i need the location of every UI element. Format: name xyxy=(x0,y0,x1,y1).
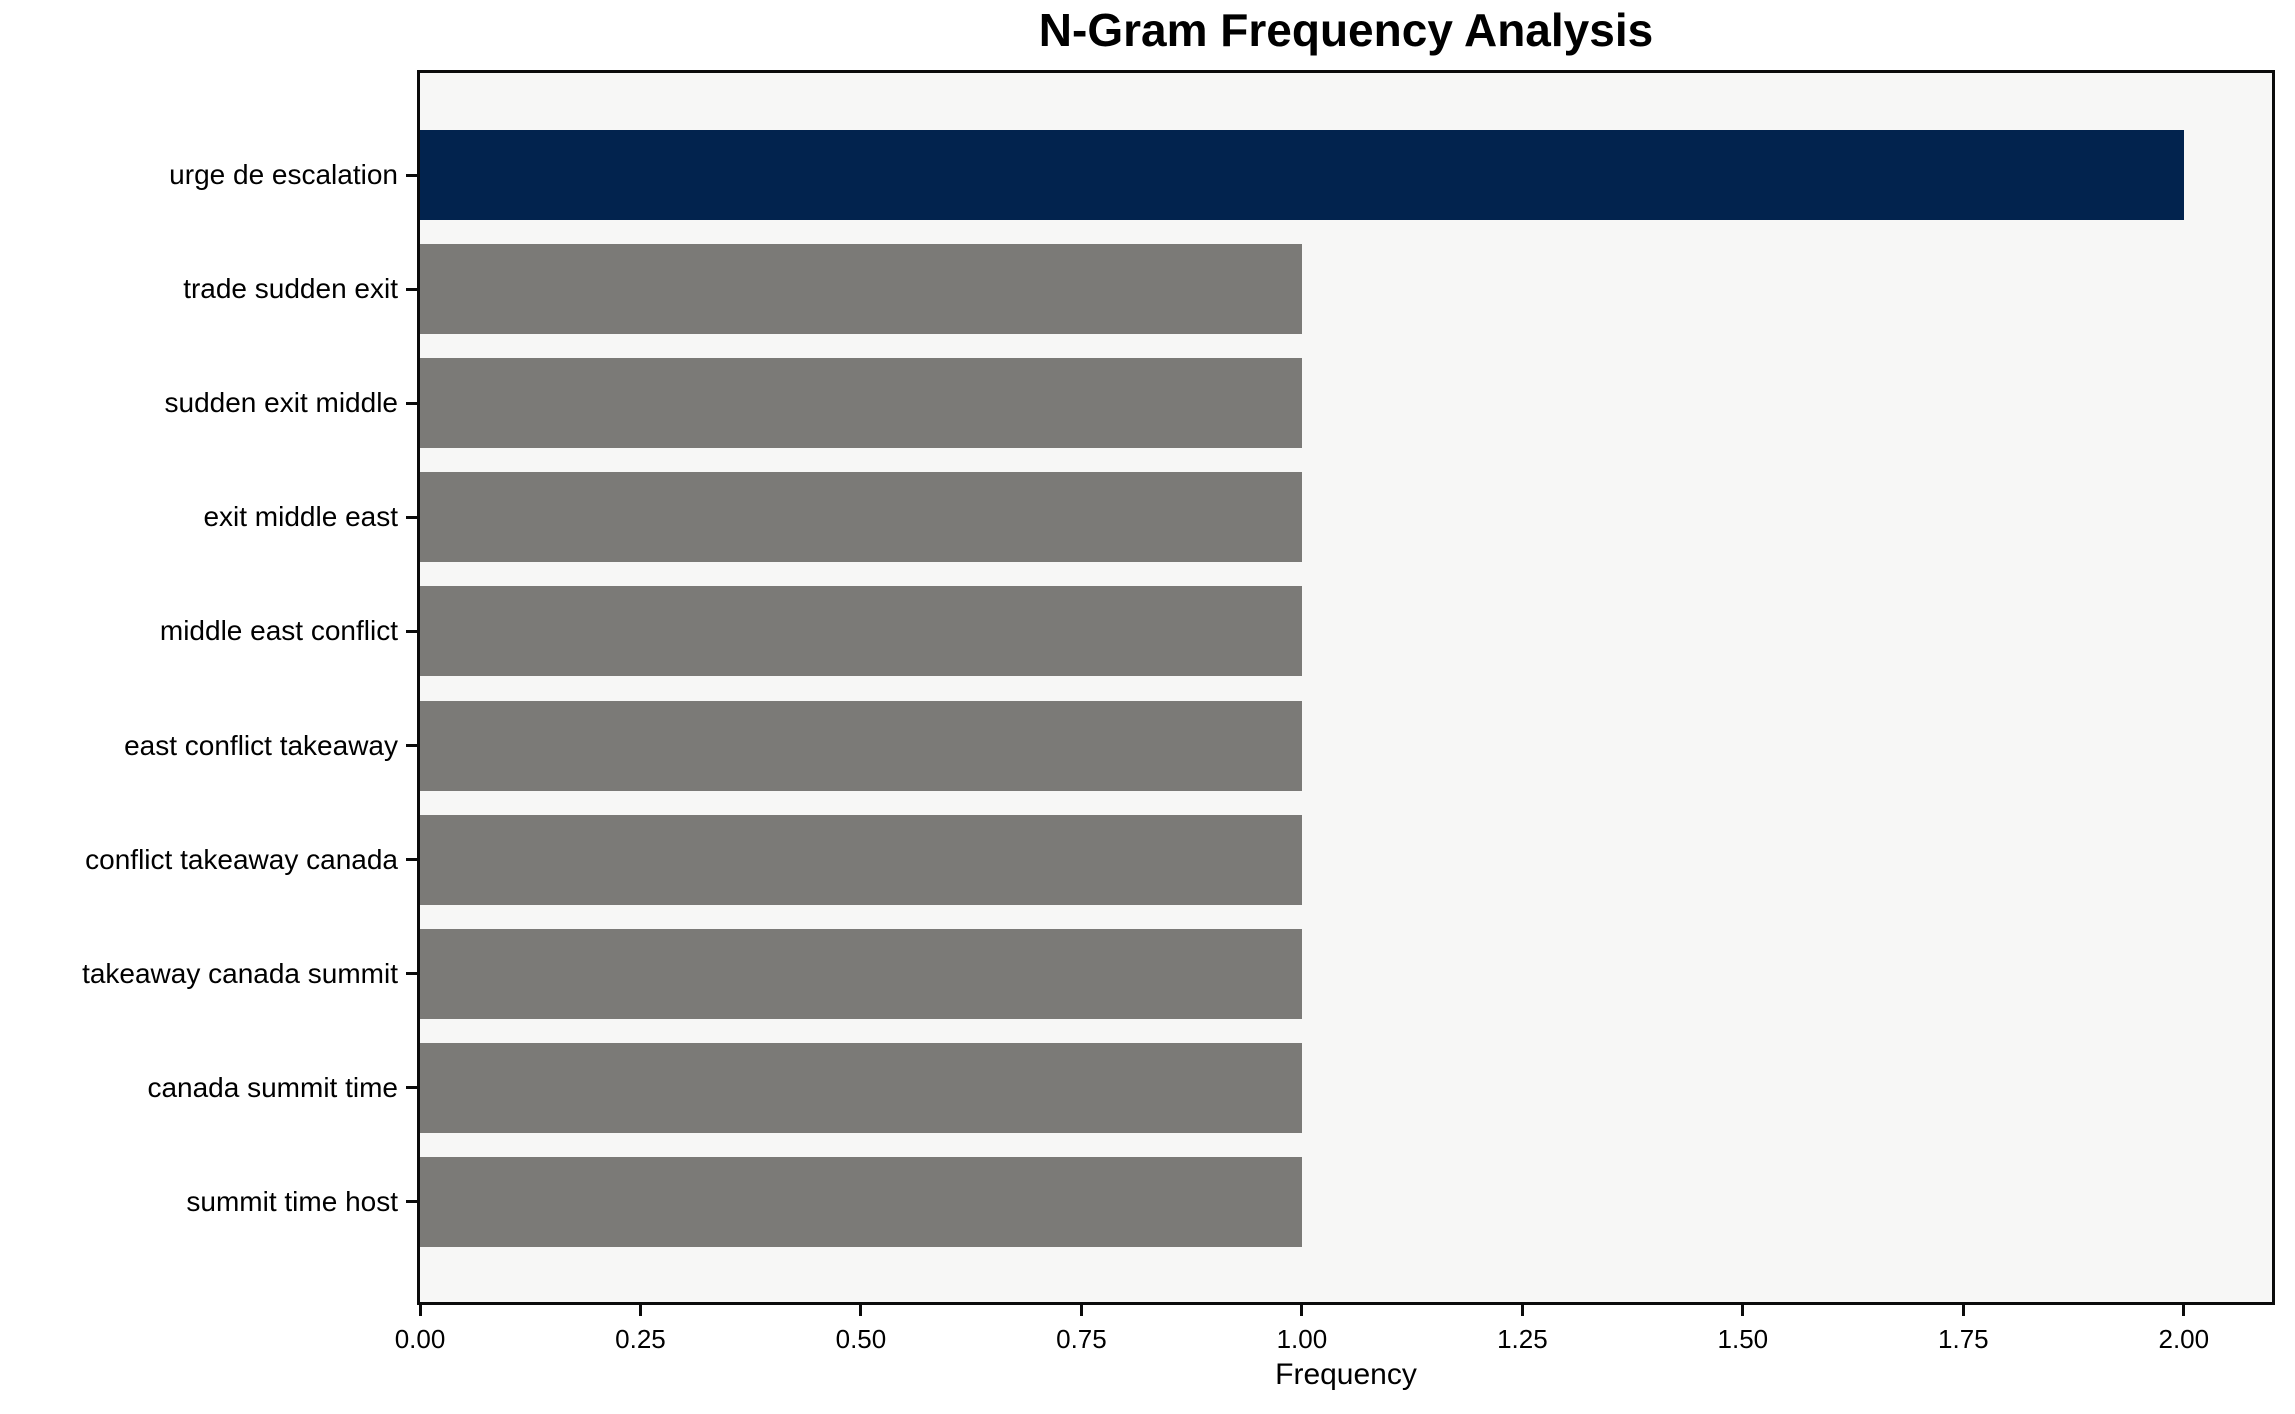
x-tick-label: 1.25 xyxy=(1497,1324,1548,1354)
bar-exit-middle-east xyxy=(420,472,1302,563)
y-tick-label: middle east conflict xyxy=(159,615,398,647)
x-tick-label: 0.75 xyxy=(1056,1324,1107,1354)
y-tick-mark xyxy=(406,173,417,177)
y-tick-label: exit middle east xyxy=(203,501,398,533)
x-tick-mark xyxy=(859,1305,863,1316)
x-tick-mark xyxy=(1961,1305,1965,1316)
y-tick-label: takeaway canada summit xyxy=(82,957,398,989)
bar-summit-time-host xyxy=(420,1156,1302,1247)
bar-sudden-exit-middle xyxy=(420,358,1302,449)
y-tick-label: conflict takeaway canada xyxy=(85,843,398,875)
y-tick-mark xyxy=(406,972,417,976)
chart-title: N-Gram Frequency Analysis xyxy=(1038,4,1654,56)
y-tick-label: canada summit time xyxy=(147,1071,398,1103)
bar-east-conflict-takeaway xyxy=(420,700,1302,791)
bar-middle-east-conflict xyxy=(420,586,1302,677)
x-tick-mark xyxy=(1741,1305,1745,1316)
x-tick-mark xyxy=(1079,1305,1083,1316)
x-tick-label: 1.50 xyxy=(1717,1324,1769,1354)
x-tick-label: 0.00 xyxy=(394,1324,446,1354)
x-axis-label: Frequency xyxy=(1275,1358,1417,1391)
y-tick-label: summit time host xyxy=(186,1185,398,1217)
y-tick-mark xyxy=(406,858,417,862)
bar-urge-de-escalation xyxy=(420,130,2184,220)
y-tick-mark xyxy=(406,629,417,633)
y-tick-mark xyxy=(406,401,417,405)
y-tick-label: east conflict takeaway xyxy=(124,729,398,761)
y-tick-mark xyxy=(406,515,417,519)
y-tick-label: sudden exit middle xyxy=(164,387,398,419)
bar-conflict-takeaway-canada xyxy=(420,814,1302,905)
x-tick-label: 1.00 xyxy=(1276,1324,1328,1354)
x-tick-label: 1.75 xyxy=(1938,1324,1989,1354)
x-tick-mark xyxy=(1300,1305,1304,1316)
x-tick-mark xyxy=(418,1305,422,1316)
x-tick-mark xyxy=(1520,1305,1524,1316)
y-tick-mark xyxy=(406,744,417,747)
y-tick-mark xyxy=(406,1200,417,1204)
y-tick-label: urge de escalation xyxy=(169,159,398,190)
x-tick-label: 0.25 xyxy=(615,1324,666,1354)
bar-canada-summit-time xyxy=(420,1042,1302,1133)
x-tick-mark xyxy=(2182,1305,2186,1316)
x-tick-label: 0.50 xyxy=(835,1324,887,1354)
bar-trade-sudden-exit xyxy=(420,244,1302,335)
y-tick-label: trade sudden exit xyxy=(183,273,398,305)
bar-takeaway-canada-summit xyxy=(420,928,1302,1019)
y-tick-mark xyxy=(406,287,417,291)
plot-area xyxy=(417,70,2275,1305)
x-tick-mark xyxy=(638,1305,642,1316)
x-tick-label: 2.00 xyxy=(2158,1324,2210,1354)
y-tick-mark xyxy=(406,1086,417,1090)
